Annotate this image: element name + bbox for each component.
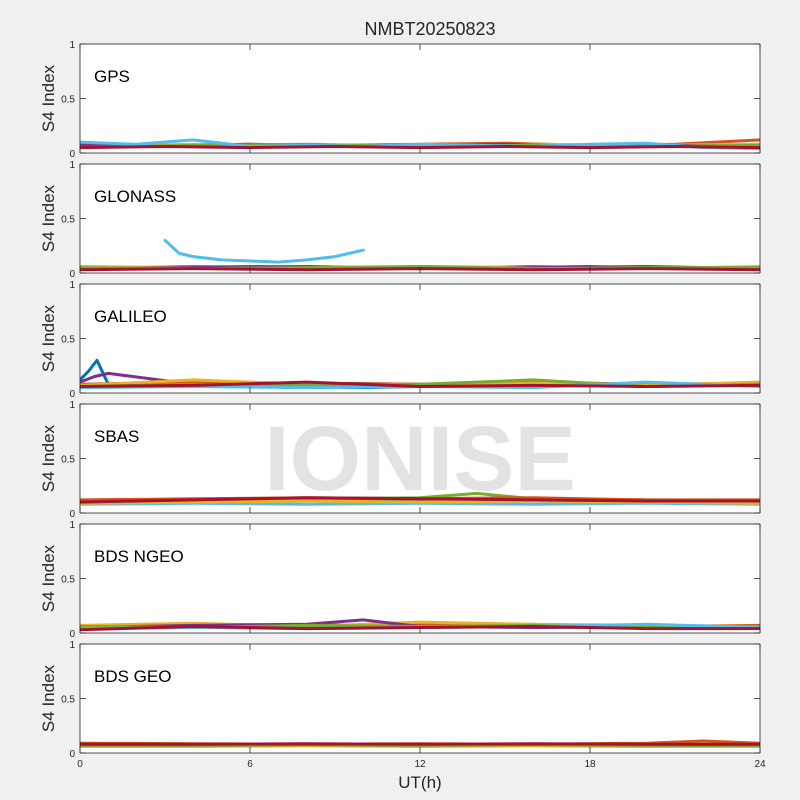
y-axis-label: S4 Index <box>39 64 58 132</box>
panel-1: 0 0.5 1 GLONASS S4 Index <box>39 160 761 280</box>
panel-5: 0 0.5 1 0 6 12 18 24 BDS GEO S4 Index <box>39 640 766 770</box>
x-axis-label: UT(h) <box>398 773 441 792</box>
y-axis-label: S4 Index <box>39 664 58 732</box>
panel-axes-area <box>80 284 760 393</box>
y-tick-label: 0.5 <box>61 215 75 226</box>
y-tick-label: 1 <box>69 640 75 651</box>
y-tick-label: 0.5 <box>61 95 75 106</box>
y-tick-label: 0.5 <box>61 335 75 346</box>
panel-4: 0 0.5 1 BDS NGEO S4 Index <box>39 520 761 640</box>
y-tick-label: 0 <box>69 269 75 280</box>
y-axis-label: S4 Index <box>39 544 58 612</box>
panel-label: BDS NGEO <box>94 547 184 566</box>
panel-axes-area <box>80 44 760 153</box>
y-tick-label: 1 <box>69 160 75 171</box>
series-group <box>80 138 760 151</box>
y-tick-label: 0.5 <box>61 455 75 466</box>
panel-label: SBAS <box>94 427 139 446</box>
y-tick-label: 0.5 <box>61 575 75 586</box>
y-tick-label: 0.5 <box>61 695 75 706</box>
series-line-0 <box>163 238 365 264</box>
panel-2: 0 0.5 1 GALILEO S4 Index <box>39 280 761 400</box>
y-tick-label: 0 <box>69 749 75 760</box>
x-tick-label: 18 <box>584 759 596 770</box>
panel-axes-area <box>80 164 760 273</box>
series-line-5 <box>80 138 760 151</box>
series-line-6 <box>80 380 760 388</box>
y-tick-label: 1 <box>69 40 75 51</box>
panel-label: GLONASS <box>94 187 176 206</box>
y-axis-label: S4 Index <box>39 184 58 252</box>
y-tick-label: 0 <box>69 629 75 640</box>
series-group <box>80 358 760 390</box>
y-tick-label: 0 <box>69 389 75 400</box>
y-tick-label: 0 <box>69 149 75 160</box>
panel-0: 0 0.5 1 GPS S4 Index <box>39 40 761 160</box>
series-group <box>80 739 760 748</box>
panels-group: 0 0.5 1 GPS S4 Index 0 0.5 1 GLONASS S4 Index 0 0.5… <box>39 40 766 770</box>
series-line-3 <box>80 742 760 746</box>
panel-axes-area <box>80 404 760 513</box>
x-tick-label: 24 <box>754 759 766 770</box>
x-tick-label: 12 <box>414 759 426 770</box>
figure-title: NMBT20250823 <box>364 19 495 39</box>
series-line-5 <box>80 496 760 504</box>
y-tick-label: 1 <box>69 400 75 411</box>
panel-axes-area <box>80 524 760 633</box>
panel-axes-area <box>80 644 760 753</box>
y-axis-label: S4 Index <box>39 304 58 372</box>
series-group <box>80 491 760 506</box>
y-tick-label: 0 <box>69 509 75 520</box>
x-tick-label: 6 <box>247 759 253 770</box>
x-tick-label: 0 <box>77 759 83 770</box>
panel-label: GALILEO <box>94 307 167 326</box>
y-tick-label: 1 <box>69 520 75 531</box>
watermark: IONISE <box>264 408 576 510</box>
panel-3: 0 0.5 1 SBAS S4 Index <box>39 400 761 520</box>
y-axis-label: S4 Index <box>39 424 58 492</box>
panel-label: BDS GEO <box>94 667 171 686</box>
panel-label: GPS <box>94 67 130 86</box>
y-tick-label: 1 <box>69 280 75 291</box>
